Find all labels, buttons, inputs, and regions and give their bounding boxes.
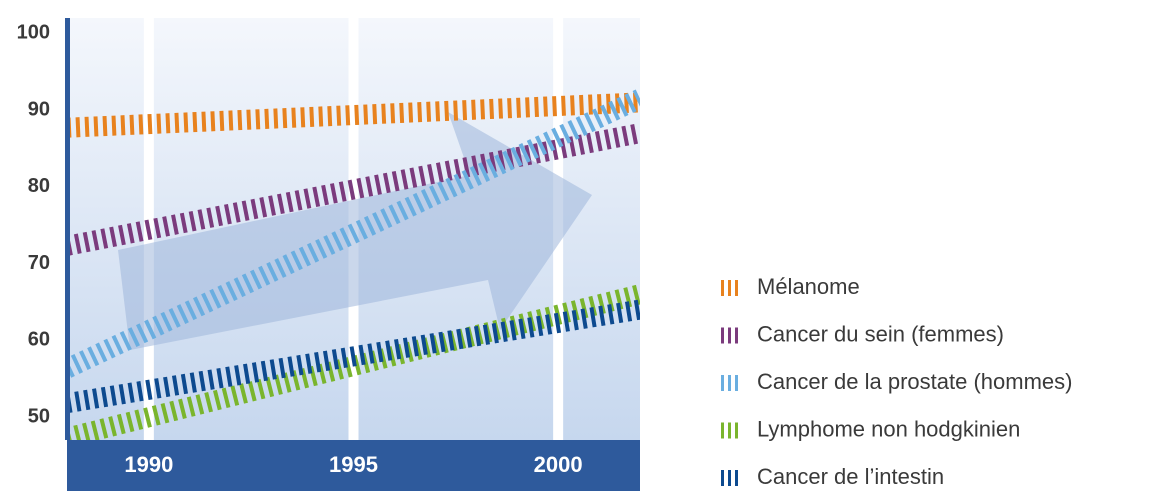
legend-swatch bbox=[721, 423, 724, 439]
legend-swatch bbox=[735, 328, 738, 344]
y-tick-label: 90 bbox=[28, 98, 50, 120]
legend-swatch bbox=[728, 470, 731, 486]
legend-swatch bbox=[735, 470, 738, 486]
legend-label: Cancer du sein (femmes) bbox=[757, 321, 1004, 346]
legend-swatch bbox=[728, 375, 731, 391]
legend-label: Lymphome non hodgkinien bbox=[757, 416, 1020, 441]
legend-swatch bbox=[735, 423, 738, 439]
x-tick-label: 1990 bbox=[124, 452, 173, 477]
legend-swatch bbox=[735, 280, 738, 296]
chart: 1990 1995 2000 50 60 70 80 90 100 Mélanome Cancer … bbox=[0, 0, 1153, 491]
legend-swatch bbox=[728, 328, 731, 344]
y-tick-label: 80 bbox=[28, 175, 50, 197]
legend-swatch bbox=[721, 328, 724, 344]
legend-swatch bbox=[728, 280, 731, 296]
y-tick-label: 60 bbox=[28, 329, 50, 351]
y-axis bbox=[65, 18, 70, 440]
y-tick-label: 70 bbox=[28, 252, 50, 274]
legend-swatch bbox=[721, 280, 724, 296]
y-tick-label: 100 bbox=[17, 22, 50, 44]
legend-label: Cancer de l’intestin bbox=[757, 464, 944, 489]
x-tick-label: 1995 bbox=[329, 452, 378, 477]
legend-label: Mélanome bbox=[757, 274, 860, 299]
legend-label: Cancer de la prostate (hommes) bbox=[757, 369, 1072, 394]
legend-swatch bbox=[721, 470, 724, 486]
y-tick-label: 50 bbox=[28, 405, 50, 427]
x-tick-label: 2000 bbox=[534, 452, 583, 477]
legend-swatch bbox=[721, 375, 724, 391]
legend-swatch bbox=[735, 375, 738, 391]
legend-swatch bbox=[728, 423, 731, 439]
